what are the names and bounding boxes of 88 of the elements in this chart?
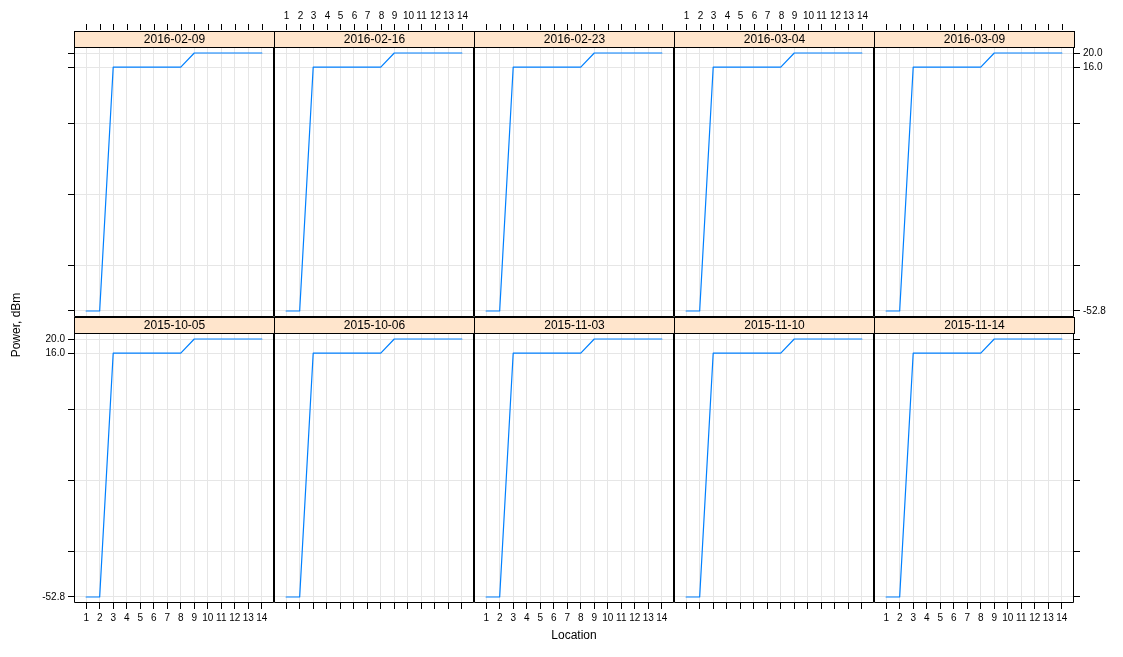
x-tick-label: 7 [564,611,571,623]
x-tick-label: 4 [324,9,331,21]
x-tick-label: 13 [442,9,455,21]
x-tick-label: 8 [378,9,385,21]
chart-title: 2015-11-14 [874,317,1075,334]
x-tick-label: 2 [297,9,304,21]
x-tick-label: 13 [1042,611,1055,623]
x-tick-label: 5 [737,9,744,21]
y-axis-title: Power, dBm [8,292,23,358]
x-tick-label: 8 [778,9,785,21]
x-tick-label: 10 [1002,611,1014,623]
x-tick-label: 4 [523,611,530,623]
chart-title: 2016-03-04 [674,31,875,48]
x-tick-label: 11 [616,611,627,623]
x-tick-label: 12 [1029,611,1041,623]
x-tick-label: 14 [1056,611,1068,623]
x-tick-label: 14 [256,611,268,623]
x-tick-label: 2 [697,9,704,21]
x-tick-label: 11 [216,611,227,623]
x-tick-label: 7 [964,611,971,623]
x-tick-label: 12 [629,611,641,623]
x-tick-label: 5 [137,611,144,623]
x-tick-label: 2 [496,611,503,623]
x-tick-label: 14 [456,9,469,21]
chart-title: 2015-10-05 [74,317,275,334]
x-tick-label: 10 [602,611,614,623]
x-tick-label: 6 [550,611,557,623]
x-tick-label: 6 [751,9,758,21]
x-tick-label: 6 [150,611,157,623]
y-tick-label: -52.8 [42,590,66,602]
x-tick-label: 9 [991,611,998,623]
x-tick-label: 4 [123,611,130,623]
x-tick-label: 12 [829,9,842,21]
x-tick-label: 3 [110,611,117,623]
x-tick-label: 14 [856,9,869,21]
x-tick-label: 10 [202,611,214,623]
x-tick-label: 1 [483,611,490,623]
x-tick-label: 4 [923,611,930,623]
x-tick-label: 8 [577,611,584,623]
x-tick-label: 9 [791,9,798,21]
x-tick-label: 13 [242,611,255,623]
chart-title: 2016-02-09 [74,31,275,48]
x-tick-label: 9 [591,611,598,623]
y-tick-label: 20.0 [45,332,66,344]
x-tick-label: 13 [642,611,655,623]
x-tick-label: 10 [802,9,815,21]
y-tick-label: 16.0 [1083,60,1103,72]
x-tick-label: 11 [1016,611,1027,623]
x-tick-label: 6 [950,611,957,623]
chart-title: 2016-02-16 [274,31,475,48]
x-tick-label: 7 [364,9,371,21]
x-tick-label: 7 [764,9,771,21]
x-tick-label: 11 [816,9,828,21]
x-tick-label: 12 [229,611,241,623]
x-tick-label: 9 [391,9,398,21]
x-tick-label: 8 [177,611,184,623]
chart-title: 2015-10-06 [274,317,475,334]
x-tick-label: 5 [537,611,544,623]
x-tick-label: 3 [310,9,317,21]
x-tick-label: 3 [510,611,517,623]
chart-title: 2015-11-03 [474,317,675,334]
x-tick-label: 9 [191,611,198,623]
x-tick-label: 1 [883,611,890,623]
x-tick-label: 5 [937,611,944,623]
x-tick-label: 10 [402,9,415,21]
chart-title: 2016-02-23 [474,31,675,48]
x-tick-label: 11 [416,9,428,21]
y-tick-label: 16.0 [45,346,66,358]
x-tick-label: 1 [683,9,690,21]
x-tick-label: 4 [724,9,731,21]
x-tick-label: 3 [710,9,717,21]
x-tick-label: 1 [283,9,290,21]
x-tick-label: 8 [977,611,984,623]
chart-title: 2016-03-09 [874,31,1075,48]
y-tick-label: -52.8 [1083,304,1107,316]
x-tick-label: 2 [96,611,103,623]
x-axis-title: Location [551,628,597,643]
x-tick-label: 2 [896,611,903,623]
x-tick-label: 12 [429,9,442,21]
chart-title: 2015-11-10 [674,317,875,334]
x-tick-label: 6 [351,9,358,21]
x-tick-label: 7 [164,611,171,623]
x-tick-label: 1 [83,611,90,623]
y-tick-label: 20.0 [1083,46,1103,58]
x-tick-label: 3 [910,611,917,623]
x-tick-label: 13 [842,9,855,21]
x-tick-label: 14 [656,611,668,623]
x-tick-label: 5 [337,9,344,21]
